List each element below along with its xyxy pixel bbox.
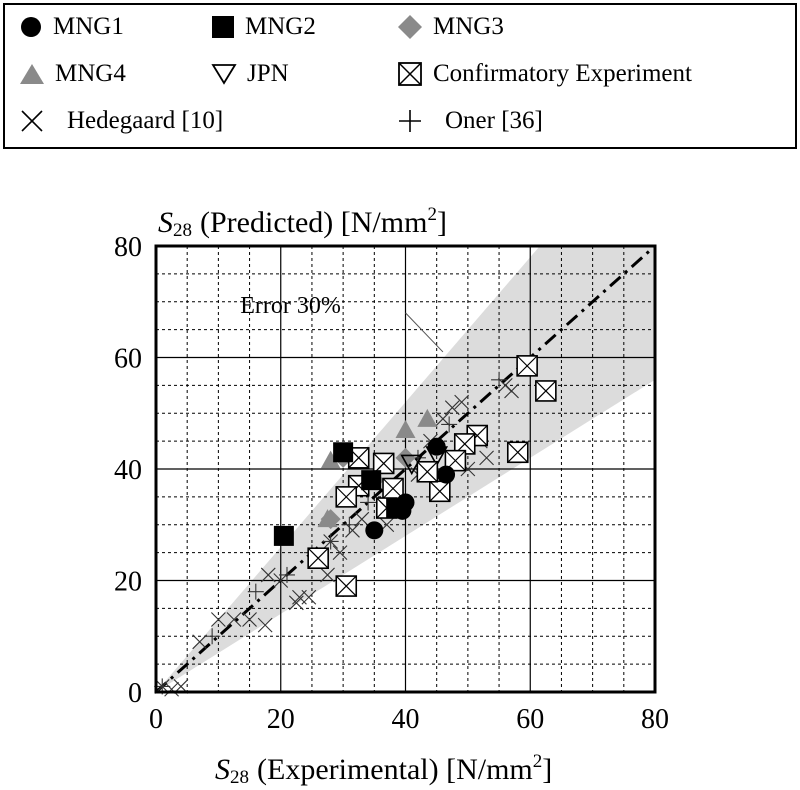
data-point	[247, 583, 264, 600]
data-point	[417, 408, 438, 427]
legend-item-mng1: MNG1	[19, 13, 124, 41]
data-point	[345, 522, 360, 538]
data-point	[360, 494, 377, 511]
x-tick-label: 60	[516, 704, 544, 735]
data-point	[320, 450, 341, 469]
legend-item-hedegaard: Hedegaard [10]	[19, 107, 223, 135]
data-point	[491, 371, 508, 388]
legend-item-jpn: JPN	[211, 60, 289, 88]
gray-diamond-icon	[398, 15, 422, 39]
x-axis-title: S28 (Experimental) [N/mm2]	[215, 751, 552, 788]
data-point	[333, 442, 354, 463]
data-point	[278, 566, 295, 583]
data-point	[320, 567, 335, 583]
filled-circle-icon	[21, 17, 41, 37]
data-point	[506, 441, 529, 464]
x-tick-label: 20	[267, 704, 295, 735]
data-point	[257, 617, 273, 633]
legend-label: Oner [36]	[445, 107, 543, 134]
data-point	[504, 383, 519, 399]
plus-icon	[399, 110, 421, 132]
x-tick-label: 0	[149, 704, 163, 735]
data-point	[444, 449, 467, 472]
data-point	[516, 355, 538, 377]
data-point	[354, 511, 370, 527]
data-point	[322, 533, 339, 550]
data-point	[273, 573, 289, 588]
data-point	[437, 465, 456, 484]
legend: MNG1 MNG2 MNG3 MNG4 JPN Confirmatory Exp…	[3, 3, 797, 149]
boxed-x-icon	[398, 62, 422, 86]
data-point	[372, 452, 395, 475]
data-point	[395, 447, 416, 468]
legend-label: MNG1	[53, 13, 124, 40]
legend-item-mng3: MNG3	[397, 13, 504, 41]
data-point	[427, 437, 446, 456]
data-point	[192, 634, 208, 650]
gray-triangle-icon	[20, 64, 44, 84]
filled-square-icon	[212, 16, 234, 38]
legend-label: Hedegaard [10]	[67, 107, 224, 134]
y-tick-label: 20	[114, 567, 142, 598]
legend-label: MNG4	[55, 60, 126, 87]
open-down-triangle-icon	[211, 64, 237, 85]
annotation-leader	[405, 312, 444, 353]
data-point	[365, 521, 384, 540]
legend-label: MNG3	[433, 13, 504, 40]
x-tick-label: 80	[641, 704, 669, 735]
data-point	[260, 567, 276, 583]
data-point	[444, 400, 460, 416]
legend-label: MNG2	[245, 13, 316, 40]
y-tick-label: 40	[114, 455, 142, 486]
data-point	[164, 681, 179, 697]
data-point	[441, 416, 458, 433]
legend-label: JPN	[247, 60, 289, 87]
data-point	[317, 509, 338, 528]
legend-item-mng4: MNG4	[19, 60, 126, 88]
data-point	[335, 486, 358, 508]
x-cross-icon	[21, 110, 43, 132]
y-tick-label: 0	[128, 678, 142, 709]
data-point	[386, 498, 407, 519]
data-point	[535, 380, 557, 402]
data-point	[273, 525, 294, 546]
data-point	[210, 612, 226, 627]
data-point	[429, 480, 451, 503]
data-point	[435, 411, 451, 427]
data-point	[479, 450, 494, 466]
y-tick-label: 80	[114, 232, 142, 263]
data-point	[416, 460, 439, 483]
data-point	[226, 612, 242, 627]
error-annotation: Error 30%	[240, 293, 341, 319]
data-point	[341, 516, 358, 533]
data-point	[332, 545, 348, 561]
data-point	[204, 628, 221, 645]
x-tick-label: 40	[392, 704, 420, 735]
legend-item-oner: Oner [36]	[397, 107, 543, 135]
data-point	[242, 612, 257, 627]
y-tick-label: 60	[114, 344, 142, 375]
data-point	[335, 575, 358, 597]
data-point	[307, 547, 329, 570]
data-point	[301, 589, 317, 605]
y-axis-title: S28 (Predicted) [N/mm2]	[158, 204, 447, 241]
legend-item-confirmatory: Confirmatory Experiment	[397, 60, 692, 88]
data-point	[361, 470, 382, 491]
legend-item-mng2: MNG2	[211, 13, 316, 41]
data-point	[454, 394, 470, 410]
legend-label: Confirmatory Experiment	[433, 60, 692, 87]
data-point	[382, 477, 404, 500]
plot-frame	[154, 244, 657, 694]
data-point	[395, 419, 416, 438]
equality-line	[155, 244, 656, 694]
